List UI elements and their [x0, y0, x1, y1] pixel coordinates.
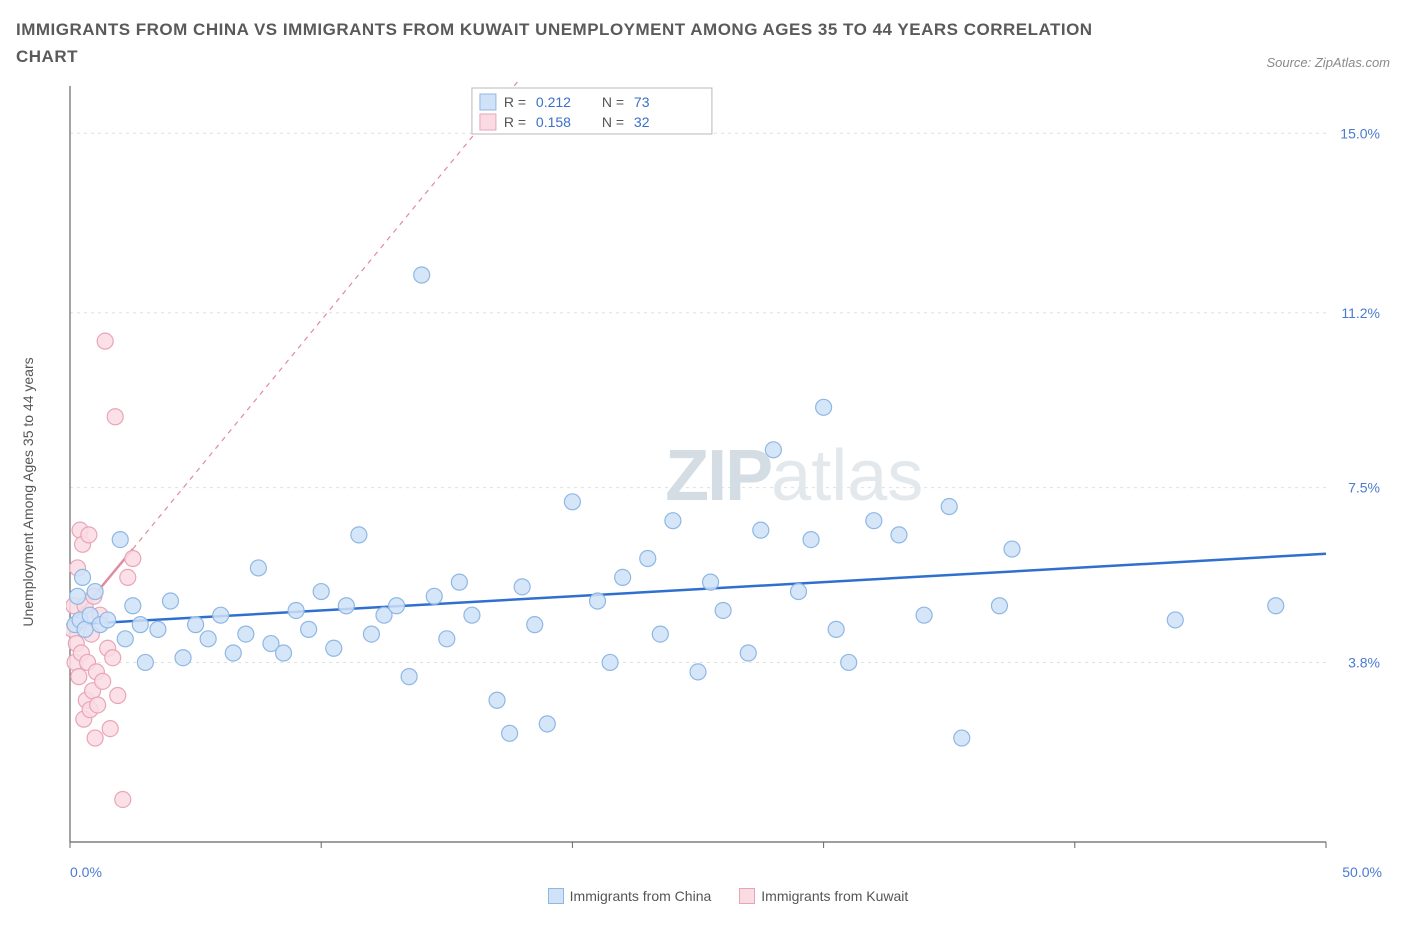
svg-text:R =: R =	[504, 94, 526, 110]
legend-label-china: Immigrants from China	[570, 888, 712, 904]
svg-text:73: 73	[634, 94, 650, 110]
svg-text:0.212: 0.212	[536, 94, 571, 110]
legend-bottom: Immigrants from China Immigrants from Ku…	[66, 888, 1390, 904]
swatch-china	[548, 888, 564, 904]
chart-title: IMMIGRANTS FROM CHINA VS IMMIGRANTS FROM…	[16, 16, 1116, 70]
legend-label-kuwait: Immigrants from Kuwait	[761, 888, 908, 904]
svg-text:3.8%: 3.8%	[1348, 655, 1380, 671]
y-axis-label: Unemployment Among Ages 35 to 44 years	[20, 358, 36, 627]
legend-item-china: Immigrants from China	[548, 888, 712, 904]
svg-text:N =: N =	[602, 94, 624, 110]
svg-text:7.5%: 7.5%	[1348, 480, 1380, 496]
svg-text:11.2%: 11.2%	[1341, 305, 1380, 321]
legend-item-kuwait: Immigrants from Kuwait	[739, 888, 908, 904]
svg-text:15.0%: 15.0%	[1340, 126, 1380, 142]
svg-text:N =: N =	[602, 114, 624, 130]
swatch-kuwait	[739, 888, 755, 904]
svg-text:32: 32	[634, 114, 650, 130]
source-label: Source: ZipAtlas.com	[1266, 55, 1390, 70]
chart-container: Unemployment Among Ages 35 to 44 years Z…	[66, 80, 1390, 904]
svg-text:R =: R =	[504, 114, 526, 130]
scatter-plot: 3.8% 7.5% 11.2% 15.0% R = 0.212 N = 73 R = 0.1…	[66, 80, 1386, 860]
svg-text:0.158: 0.158	[536, 114, 571, 130]
x-axis-labels: 0.0% 50.0%	[66, 864, 1386, 880]
